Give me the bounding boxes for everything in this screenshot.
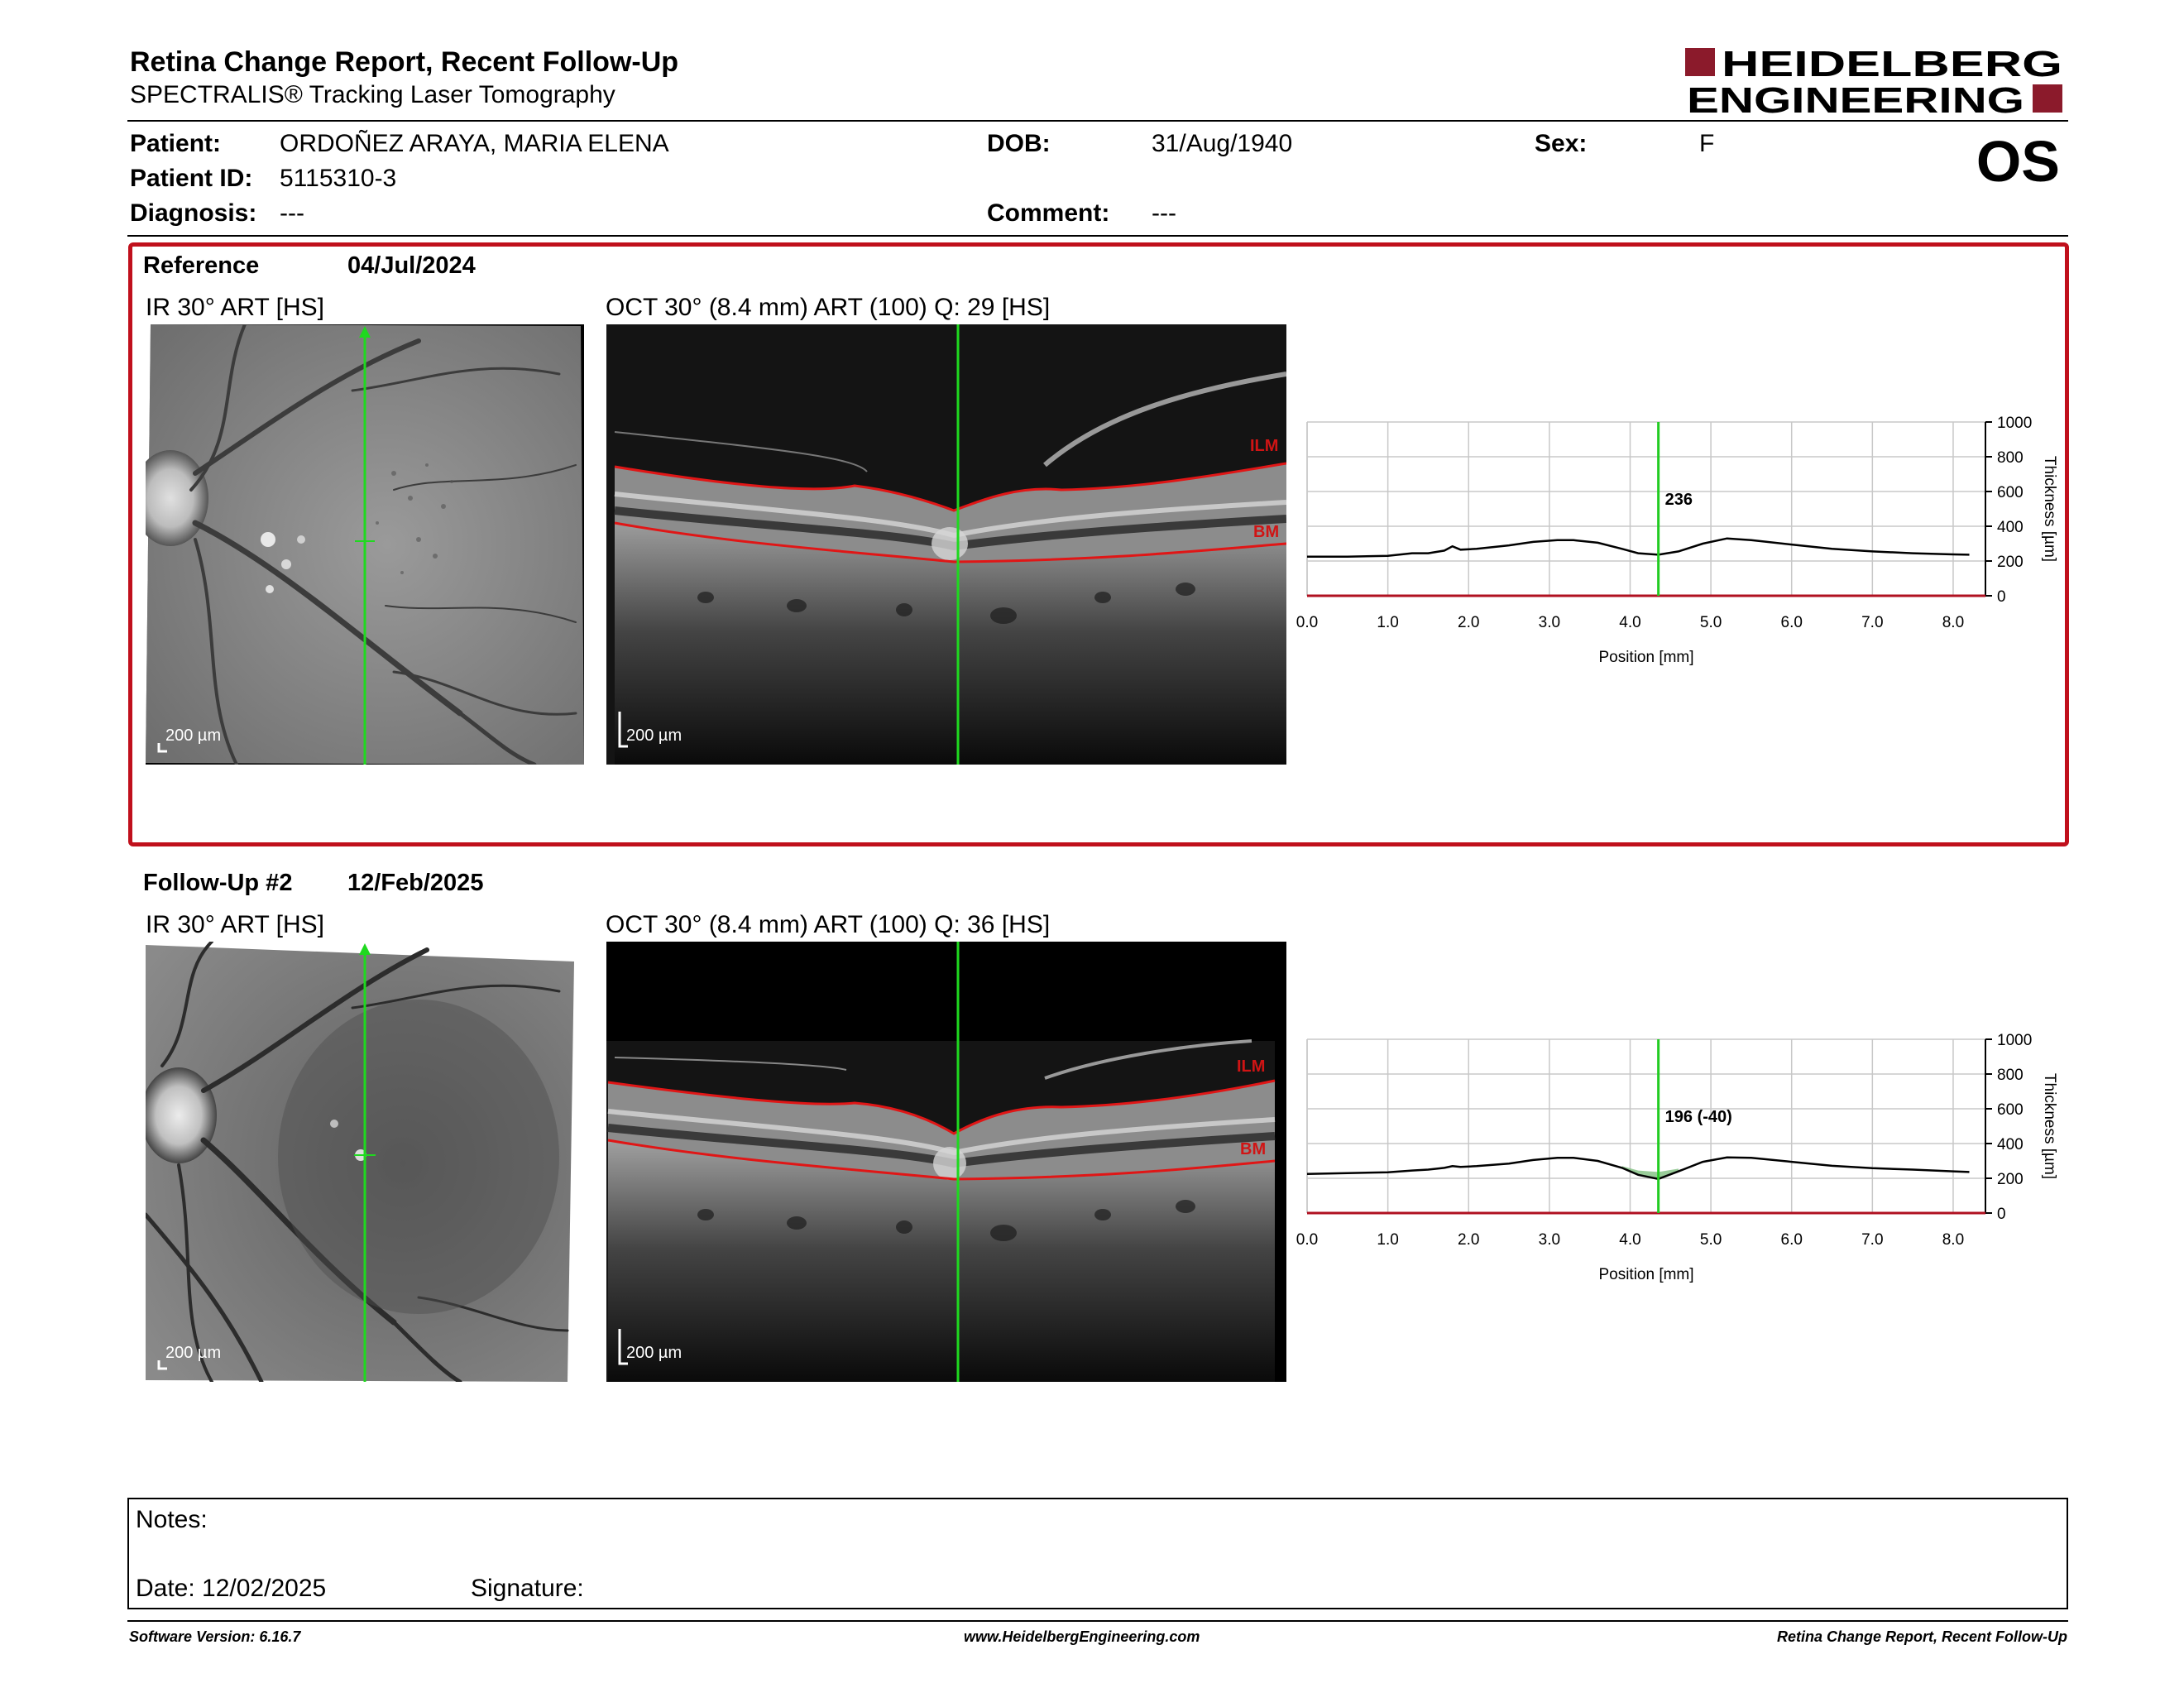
y-axis-label: Thickness [µm] <box>2041 1073 2058 1179</box>
x-tick-label: 5.0 <box>1700 1231 1722 1249</box>
report-title: Retina Change Report, Recent Follow-Up <box>130 46 679 78</box>
x-tick-label: 1.0 <box>1377 614 1398 631</box>
followup-ir-image[interactable]: 200 µm <box>146 942 584 1382</box>
followup-ir-scale: 200 µm <box>165 1344 222 1362</box>
x-tick-label: 0.0 <box>1296 1231 1318 1249</box>
x-tick-label: 5.0 <box>1700 614 1722 631</box>
notes-label: Notes: <box>136 1506 208 1533</box>
followup-bm-label: BM <box>1240 1140 1267 1158</box>
footer-website[interactable]: www.HeidelbergEngineering.com <box>964 1628 1200 1645</box>
reference-label: Reference <box>143 252 260 279</box>
x-tick-label: 2.0 <box>1458 1231 1479 1249</box>
patient-id-value: 5115310-3 <box>280 165 397 192</box>
x-tick-label: 7.0 <box>1861 614 1883 631</box>
reference-thickness-chart: 0 200 400 600 800 1000 0.0 1.0 2.0 3.0 4.0 5.0 6.0 7.… <box>1296 410 2076 674</box>
sex-value: F <box>1699 130 1715 157</box>
reference-oct-label[interactable]: OCT 30° (8.4 mm) ART (100) Q: 29 [HS] <box>606 294 1051 321</box>
y-tick-label: 200 <box>1997 554 2024 571</box>
x-tick-label: 6.0 <box>1781 1231 1803 1249</box>
x-tick-label: 2.0 <box>1458 614 1479 631</box>
followup-oct-label[interactable]: OCT 30° (8.4 mm) ART (100) Q: 36 [HS] <box>606 911 1051 938</box>
patient-name: ORDOÑEZ ARAYA, MARIA ELENA <box>280 130 669 157</box>
x-tick-label: 4.0 <box>1619 614 1640 631</box>
diagnosis-label: Diagnosis: <box>130 199 257 227</box>
thickness-chart-svg: 0 200 400 600 800 1000 0.0 1.0 2.0 3.0 4.0 5.0 6.0 7.… <box>1296 415 2058 666</box>
x-axis-label: Position [mm] <box>1598 1266 1693 1283</box>
eye-indicator: OS <box>1976 129 2060 194</box>
svg-text:ENGINEERING: ENGINEERING <box>1687 80 2024 116</box>
sex-label: Sex: <box>1535 130 1588 157</box>
signature-label: Signature: <box>471 1575 584 1602</box>
y-tick-label: 0 <box>1997 1206 2006 1223</box>
followup-ir-label[interactable]: IR 30° ART [HS] <box>146 911 324 938</box>
y-tick-label: 600 <box>1997 1101 2024 1119</box>
thickness-series-line <box>1306 1156 1970 1181</box>
patient-id-label: Patient ID: <box>130 165 253 192</box>
followup-thickness-chart: 0 200 400 600 800 1000 0.0 1.0 2.0 3.0 4.0 5.0 6.0 7.… <box>1296 1027 2076 1292</box>
x-axis-label: Position [mm] <box>1598 649 1693 666</box>
y-tick-label: 800 <box>1997 449 2024 467</box>
reference-date: 04/Jul/2024 <box>347 252 476 279</box>
report-subtitle: SPECTRALIS® Tracking Laser Tomography <box>130 81 615 108</box>
cursor-thickness-label: 236 <box>1665 491 1693 509</box>
followup-ilm-label: ILM <box>1237 1057 1266 1076</box>
x-tick-label: 8.0 <box>1942 614 1964 631</box>
y-axis-label: Thickness [µm] <box>2041 456 2058 562</box>
thickness-chart-svg: 0 200 400 600 800 1000 0.0 1.0 2.0 3.0 4.0 5.0 6.0 7.… <box>1296 1032 2058 1283</box>
reference-ir-scale: 200 µm <box>165 727 222 745</box>
followup-oct-scale: 200 µm <box>626 1344 682 1362</box>
y-tick-label: 200 <box>1997 1171 2024 1188</box>
reference-ir-image[interactable]: 200 µm <box>146 324 584 765</box>
notes-box[interactable] <box>127 1498 2068 1609</box>
comment-label: Comment: <box>987 199 1110 227</box>
y-tick-label: 800 <box>1997 1067 2024 1084</box>
y-tick-label: 400 <box>1997 519 2024 536</box>
dob-value: 31/Aug/1940 <box>1152 130 1293 157</box>
notes-date: Date: 12/02/2025 <box>136 1575 327 1602</box>
y-tick-label: 600 <box>1997 484 2024 501</box>
x-tick-label: 8.0 <box>1942 1231 1964 1249</box>
y-tick-label: 0 <box>1997 588 2006 606</box>
reference-frame <box>128 242 2069 846</box>
followup-label: Follow-Up #2 <box>143 870 293 896</box>
footer-software-version: Software Version: 6.16.7 <box>129 1628 301 1645</box>
thickness-series-line <box>1307 537 1970 559</box>
x-tick-label: 6.0 <box>1781 614 1803 631</box>
x-tick-label: 3.0 <box>1539 1231 1560 1249</box>
cursor-thickness-label: 196 (-40) <box>1665 1108 1732 1126</box>
y-tick-label: 400 <box>1997 1136 2024 1153</box>
footer-report-name: Retina Change Report, Recent Follow-Up <box>1776 1628 2067 1645</box>
reference-oct-scale: 200 µm <box>626 727 682 745</box>
reference-ilm-label: ILM <box>1250 437 1279 455</box>
reference-oct-image[interactable]: ILM BM 200 µm <box>606 324 1286 765</box>
x-tick-label: 4.0 <box>1619 1231 1640 1249</box>
reference-bm-label: BM <box>1253 523 1280 541</box>
followup-oct-image[interactable]: ILM BM 200 µm <box>606 942 1286 1382</box>
x-tick-label: 1.0 <box>1377 1231 1398 1249</box>
dob-label: DOB: <box>987 130 1051 157</box>
diagnosis-value: --- <box>280 199 304 227</box>
x-tick-label: 3.0 <box>1539 614 1560 631</box>
patient-label: Patient: <box>130 130 222 157</box>
x-tick-label: 7.0 <box>1861 1231 1883 1249</box>
heidelberg-logo: HEIDELBERG ENGINEERING <box>1685 44 2066 121</box>
reference-ir-label[interactable]: IR 30° ART [HS] <box>146 294 324 321</box>
followup-date: 12/Feb/2025 <box>347 870 484 896</box>
y-tick-label: 1000 <box>1997 415 2032 432</box>
y-tick-label: 1000 <box>1997 1032 2032 1049</box>
x-tick-label: 0.0 <box>1296 614 1318 631</box>
comment-value: --- <box>1152 199 1176 227</box>
svg-text:HEIDELBERG: HEIDELBERG <box>1722 45 2062 84</box>
